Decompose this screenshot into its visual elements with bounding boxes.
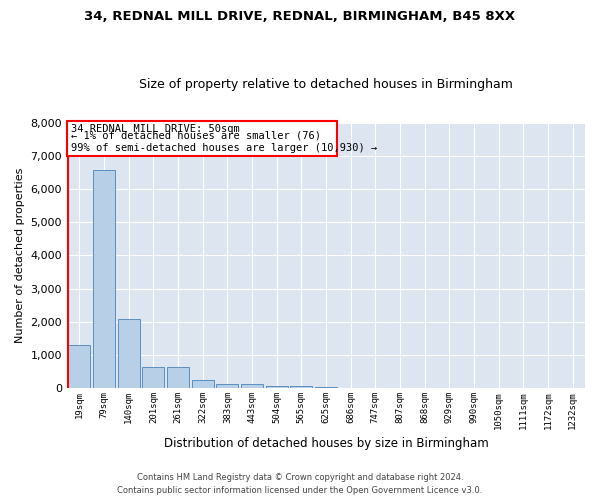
Text: 34 REDNAL MILL DRIVE: 50sqm: 34 REDNAL MILL DRIVE: 50sqm (71, 124, 239, 134)
X-axis label: Distribution of detached houses by size in Birmingham: Distribution of detached houses by size … (164, 437, 488, 450)
Bar (241, 384, 263, 388)
Bar (266, 386, 288, 388)
Text: 34, REDNAL MILL DRIVE, REDNAL, BIRMINGHAM, B45 8XX: 34, REDNAL MILL DRIVE, REDNAL, BIRMINGHA… (85, 10, 515, 23)
Y-axis label: Number of detached properties: Number of detached properties (15, 168, 25, 343)
Bar (290, 386, 313, 388)
Title: Size of property relative to detached houses in Birmingham: Size of property relative to detached ho… (139, 78, 513, 91)
Bar (67, 121, 337, 156)
Bar (142, 367, 164, 388)
Bar (167, 367, 189, 388)
Bar (93, 170, 115, 388)
Bar (118, 319, 140, 388)
Text: ← 1% of detached houses are smaller (76): ← 1% of detached houses are smaller (76) (71, 131, 321, 141)
Bar (191, 380, 214, 388)
Text: 99% of semi-detached houses are larger (10,930) →: 99% of semi-detached houses are larger (… (71, 142, 377, 152)
Text: Contains HM Land Registry data © Crown copyright and database right 2024.
Contai: Contains HM Land Registry data © Crown c… (118, 474, 482, 495)
Bar (216, 384, 238, 388)
Bar (68, 346, 91, 389)
